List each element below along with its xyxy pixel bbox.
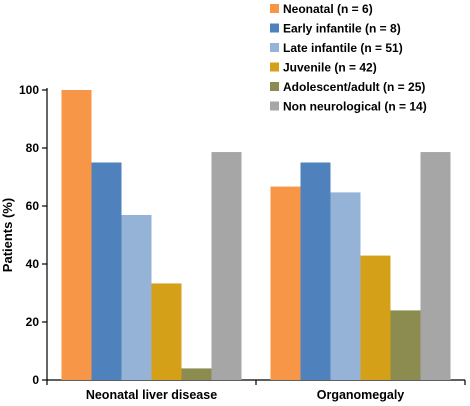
legend-label: Juvenile (n = 42): [283, 61, 377, 75]
y-tick-label: 60: [26, 199, 40, 213]
legend: Neonatal (n = 6) Early infantile (n = 8) L…: [270, 2, 427, 114]
legend-label: Late infantile (n = 51): [283, 41, 403, 55]
legend-swatch: [270, 43, 279, 52]
y-axis: 0 20 40 60 80 100: [19, 83, 48, 387]
bar: [121, 214, 152, 380]
bar: [300, 162, 331, 380]
legend-swatch: [270, 101, 279, 111]
legend-label: Early infantile (n = 8): [283, 22, 401, 36]
x-category-label: Organomegaly: [317, 388, 405, 402]
y-tick-label: 100: [19, 83, 39, 97]
x-axis: Neonatal liver disease Organomegaly: [46, 379, 466, 402]
legend-swatch: [270, 4, 279, 13]
legend-label: Non neurological (n = 14): [283, 100, 427, 114]
legend-label: Neonatal (n = 6): [283, 2, 373, 16]
y-axis-title: Patients (%): [0, 198, 15, 272]
bar: [91, 162, 122, 380]
bar: [420, 152, 451, 380]
bar: [270, 186, 301, 380]
legend-swatch: [270, 23, 279, 33]
bar: [390, 310, 421, 380]
y-tick-label: 20: [26, 315, 40, 329]
bar: [360, 255, 391, 380]
bar: [330, 192, 361, 380]
bar: [61, 90, 92, 380]
bar: [181, 368, 212, 380]
x-category-label: Neonatal liver disease: [86, 388, 217, 402]
legend-label: Adolescent/adult (n = 25): [283, 80, 425, 94]
legend-swatch: [270, 62, 279, 72]
y-tick-label: 40: [26, 257, 40, 271]
bars: [61, 90, 451, 380]
bar: [151, 283, 182, 380]
y-tick-label: 80: [26, 141, 40, 155]
bar: [211, 152, 242, 380]
legend-swatch: [270, 82, 279, 91]
y-tick-label: 0: [32, 373, 39, 387]
